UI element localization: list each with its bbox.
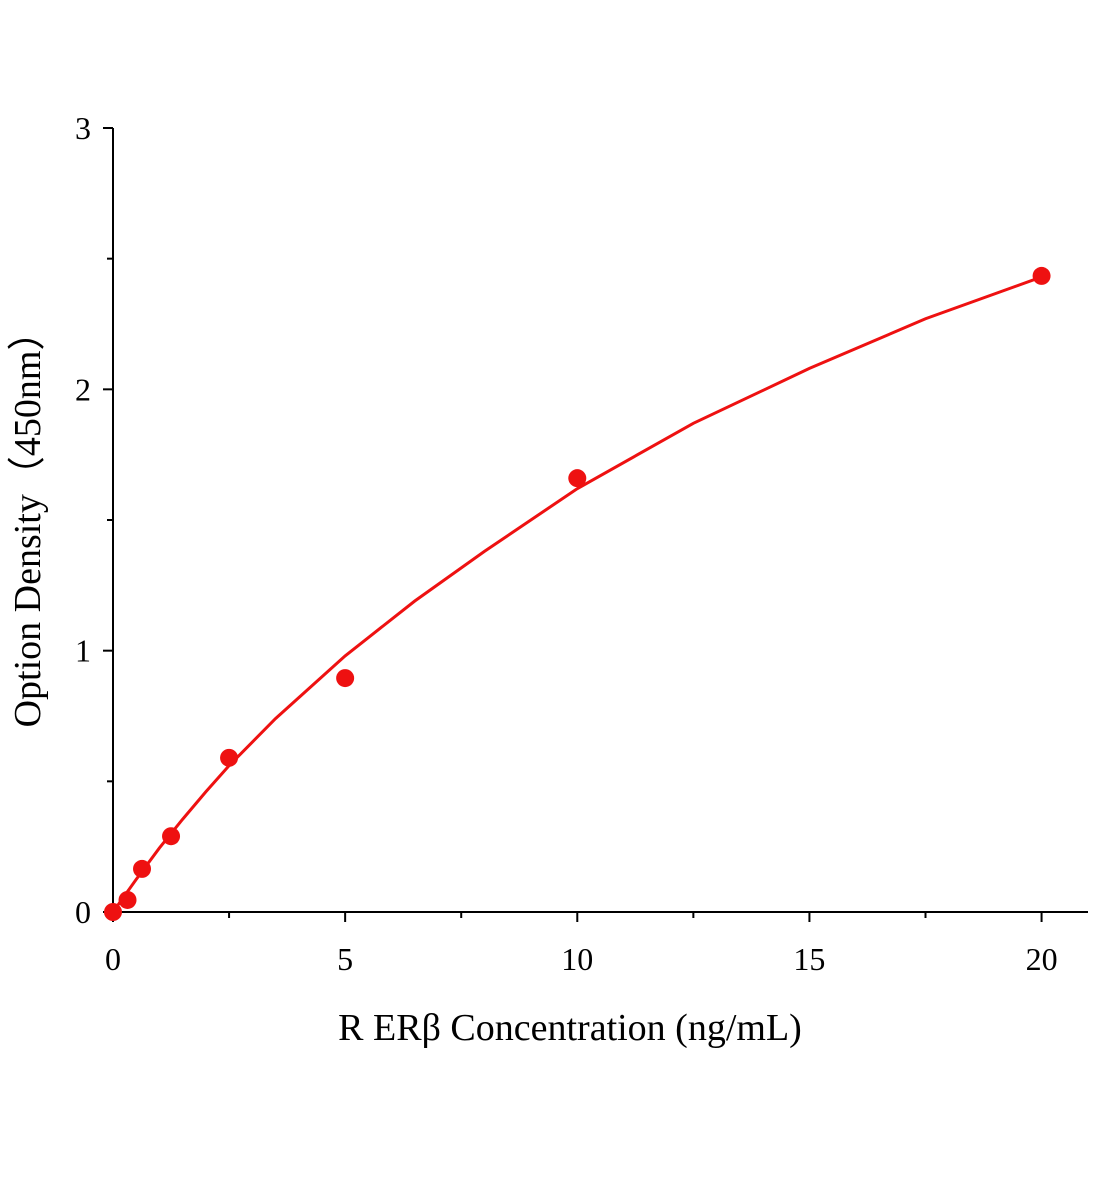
data-point (568, 469, 587, 488)
x-axis-label: R ERβ Concentration (ng/mL) (338, 1007, 802, 1049)
data-point (104, 903, 122, 921)
x-tick-label: 0 (105, 941, 121, 977)
fit-curve (111, 275, 1043, 913)
data-point (220, 748, 239, 767)
data-point (118, 890, 137, 909)
data-point (336, 669, 355, 688)
x-tick-label: 10 (561, 941, 593, 977)
x-tick-label: 15 (793, 941, 825, 977)
y-tick-label: 3 (75, 110, 91, 146)
data-point (133, 859, 152, 878)
data-point (1032, 266, 1051, 285)
data-point (162, 827, 181, 846)
x-tick-label: 20 (1026, 941, 1058, 977)
x-tick-label: 5 (337, 941, 353, 977)
y-tick-label: 1 (75, 633, 91, 669)
y-tick-label: 2 (75, 371, 91, 407)
y-tick-label: 0 (75, 894, 91, 930)
y-axis-label: Option Density（450nm） (7, 313, 49, 728)
